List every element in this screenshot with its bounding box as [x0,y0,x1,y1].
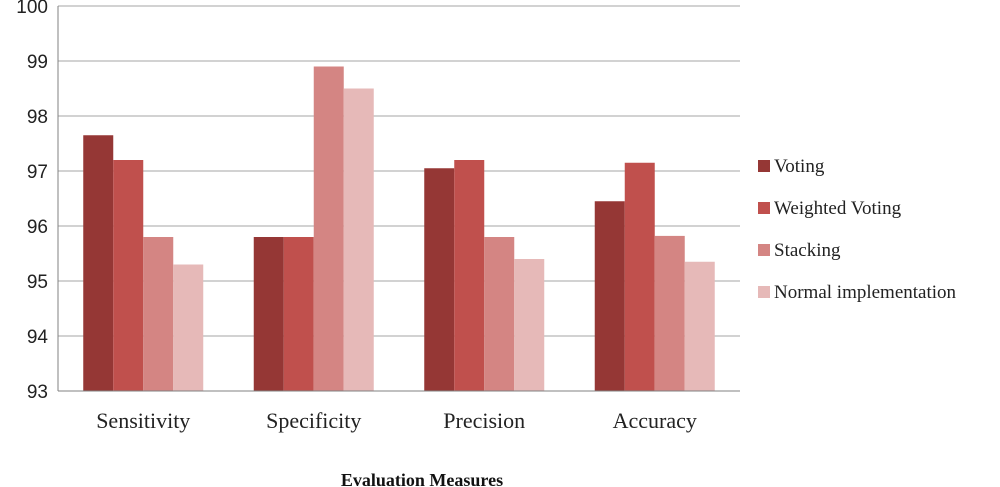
bar-accuracy-normal-implementation [684,261,715,391]
legend-label: Voting [774,156,825,177]
y-tick-label: 98 [27,107,48,128]
y-tick-label: 93 [27,382,48,403]
bar-accuracy-weighted-voting [624,162,655,391]
bar-specificity-normal-implementation [343,88,374,391]
category-label: Accuracy [613,408,697,433]
legend-swatch [758,286,770,298]
bar-precision-voting [424,168,455,391]
legend-swatch [758,202,770,214]
legend-label: Stacking [774,240,841,261]
y-tick-label: 96 [27,217,48,238]
legend-label: Normal implementation [774,282,957,303]
y-tick-label: 95 [27,272,48,293]
bar-precision-normal-implementation [514,259,545,391]
y-tick-label: 99 [27,52,48,73]
bar-specificity-weighted-voting [283,237,314,391]
bar-sensitivity-voting [83,135,114,391]
legend-label: Weighted Voting [774,198,902,219]
y-tick-labels: 93 94 95 96 97 98 99 100 [16,0,48,403]
y-tick-label: 94 [27,327,49,348]
legend: Voting Weighted Voting Stacking Normal impl… [758,156,957,303]
y-tick-label: 100 [16,0,48,18]
bar-precision-weighted-voting [454,160,485,391]
category-labels: Sensitivity Specificity Precision Accuracy [96,408,697,433]
bar-precision-stacking [484,237,515,391]
bar-accuracy-voting [594,201,625,391]
bar-sensitivity-normal-implementation [173,264,204,391]
bars [83,66,715,391]
legend-swatch [758,244,770,256]
bar-specificity-voting [253,237,284,391]
category-label: Specificity [266,408,361,433]
category-label: Sensitivity [96,408,190,433]
legend-swatch [758,160,770,172]
bar-sensitivity-stacking [143,237,174,391]
bar-accuracy-stacking [654,235,685,391]
bar-sensitivity-weighted-voting [113,160,144,391]
y-tick-label: 97 [27,162,48,183]
category-label: Precision [443,408,525,433]
bar-specificity-stacking [313,66,344,391]
x-axis-title: Evaluation Measures [341,470,503,487]
axes [57,6,740,392]
